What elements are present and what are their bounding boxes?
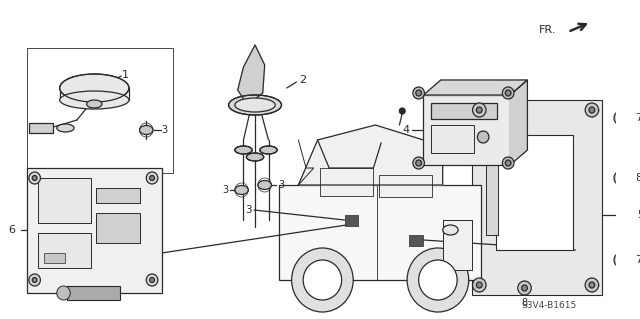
Bar bbox=[344, 215, 358, 226]
Circle shape bbox=[585, 278, 598, 292]
Text: 8: 8 bbox=[635, 173, 640, 183]
Circle shape bbox=[32, 278, 37, 283]
Circle shape bbox=[57, 286, 70, 300]
Bar bbox=[67, 286, 120, 300]
Polygon shape bbox=[510, 80, 527, 165]
Text: 7: 7 bbox=[635, 113, 640, 123]
Circle shape bbox=[413, 87, 424, 99]
Polygon shape bbox=[237, 45, 265, 105]
Bar bbox=[38, 178, 92, 223]
Circle shape bbox=[505, 90, 511, 96]
Ellipse shape bbox=[235, 186, 248, 195]
Text: 5: 5 bbox=[637, 210, 640, 220]
Ellipse shape bbox=[57, 124, 74, 132]
Circle shape bbox=[29, 274, 40, 286]
Text: S3V4-B1615: S3V4-B1615 bbox=[521, 300, 576, 309]
Circle shape bbox=[476, 282, 482, 288]
Circle shape bbox=[518, 281, 531, 295]
Circle shape bbox=[618, 175, 623, 181]
Bar bbox=[96, 188, 140, 203]
Bar bbox=[27, 48, 173, 173]
Circle shape bbox=[150, 278, 154, 283]
Ellipse shape bbox=[260, 146, 277, 154]
Circle shape bbox=[147, 274, 158, 286]
Ellipse shape bbox=[246, 153, 264, 161]
Circle shape bbox=[407, 248, 468, 312]
Bar bbox=[472, 100, 602, 295]
Bar bbox=[443, 220, 472, 270]
Ellipse shape bbox=[235, 98, 275, 112]
Bar bbox=[486, 150, 497, 235]
Bar bbox=[44, 253, 65, 263]
Circle shape bbox=[618, 115, 623, 121]
Ellipse shape bbox=[86, 100, 102, 108]
Bar bbox=[379, 175, 432, 197]
Bar bbox=[279, 185, 481, 280]
Polygon shape bbox=[298, 125, 443, 185]
Bar bbox=[29, 123, 53, 133]
Polygon shape bbox=[424, 80, 527, 95]
Text: 8: 8 bbox=[522, 298, 527, 308]
Circle shape bbox=[303, 260, 342, 300]
Circle shape bbox=[614, 111, 627, 125]
Circle shape bbox=[472, 103, 486, 117]
Circle shape bbox=[416, 160, 422, 166]
Circle shape bbox=[472, 278, 486, 292]
Text: 4: 4 bbox=[403, 125, 410, 135]
Circle shape bbox=[614, 253, 627, 267]
Ellipse shape bbox=[443, 225, 458, 235]
Bar bbox=[38, 233, 92, 268]
Text: 7: 7 bbox=[635, 255, 640, 265]
Circle shape bbox=[585, 103, 598, 117]
Circle shape bbox=[419, 260, 457, 300]
Ellipse shape bbox=[235, 146, 252, 154]
Circle shape bbox=[522, 285, 527, 291]
Text: 3: 3 bbox=[162, 125, 168, 135]
Circle shape bbox=[502, 157, 514, 169]
Text: 2: 2 bbox=[300, 75, 307, 85]
Ellipse shape bbox=[258, 181, 271, 189]
Circle shape bbox=[399, 108, 405, 114]
Circle shape bbox=[505, 160, 511, 166]
Bar bbox=[495, 135, 573, 250]
Circle shape bbox=[150, 175, 154, 181]
Text: 6: 6 bbox=[8, 225, 15, 235]
Ellipse shape bbox=[60, 74, 129, 102]
Circle shape bbox=[502, 87, 514, 99]
Circle shape bbox=[589, 107, 595, 113]
Bar bbox=[319, 168, 373, 196]
Circle shape bbox=[32, 175, 37, 181]
Bar bbox=[27, 168, 162, 293]
Circle shape bbox=[292, 248, 353, 312]
Text: FR.: FR. bbox=[539, 25, 556, 35]
Ellipse shape bbox=[140, 125, 153, 135]
Ellipse shape bbox=[228, 95, 282, 115]
Bar bbox=[431, 103, 497, 119]
Bar bbox=[424, 95, 510, 165]
Circle shape bbox=[29, 172, 40, 184]
Text: 1: 1 bbox=[122, 70, 129, 80]
Circle shape bbox=[413, 157, 424, 169]
Circle shape bbox=[416, 90, 422, 96]
Bar bbox=[431, 125, 474, 153]
Circle shape bbox=[147, 172, 158, 184]
Circle shape bbox=[477, 131, 489, 143]
Circle shape bbox=[589, 282, 595, 288]
Text: 3: 3 bbox=[246, 205, 252, 215]
Circle shape bbox=[476, 107, 482, 113]
Text: 3: 3 bbox=[278, 180, 284, 190]
Text: 3: 3 bbox=[222, 185, 228, 195]
Ellipse shape bbox=[60, 91, 129, 109]
Bar bbox=[96, 213, 140, 243]
Bar bbox=[409, 235, 422, 246]
Circle shape bbox=[614, 171, 627, 185]
Circle shape bbox=[618, 257, 623, 263]
